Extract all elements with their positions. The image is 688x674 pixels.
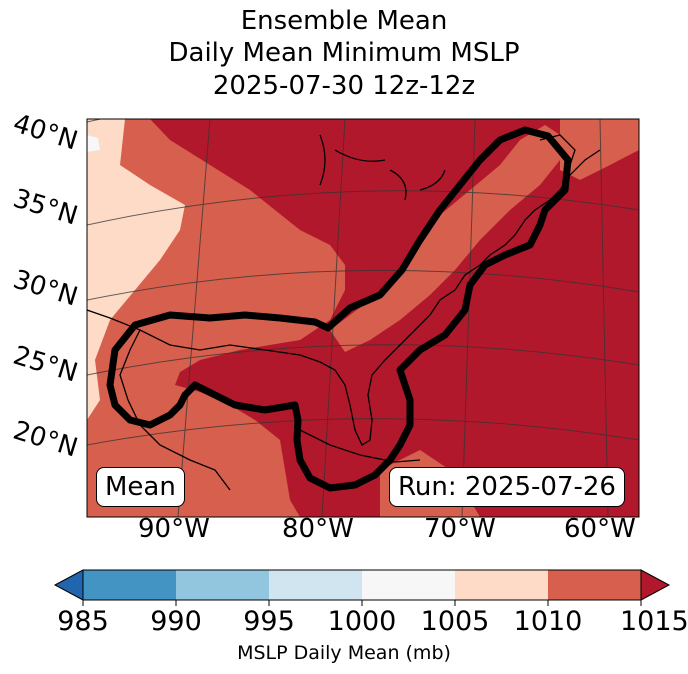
colorbar-seg-1010-1015	[548, 570, 641, 600]
cbar-tick-985: 985	[57, 606, 109, 637]
cbar-tick-1010: 1010	[513, 606, 583, 637]
title-line-3: 2025-07-30 12z-12z	[212, 71, 476, 101]
colorbar-seg-985-990	[83, 570, 176, 600]
cbar-tick-990: 990	[150, 606, 202, 637]
lon-label-90w: 90°W	[138, 514, 210, 544]
cbar-tick-1000: 1000	[327, 606, 397, 637]
title-line-1: Ensemble Mean	[240, 6, 448, 36]
map-area	[87, 119, 639, 517]
graticule	[87, 119, 639, 517]
lon-label-70w: 70°W	[424, 514, 496, 544]
colorbar-over-triangle	[640, 569, 671, 601]
colorbar-under-triangle	[53, 569, 84, 601]
map-frame	[86, 118, 640, 518]
colorbar-seg-990-995	[176, 570, 269, 600]
field-1005-1010	[87, 119, 185, 420]
run-date-label-box: Run: 2025-07-26	[389, 467, 625, 507]
colorbar-label: MSLP Daily Mean (mb)	[237, 642, 451, 664]
field-1010-1015-coast	[330, 125, 560, 352]
lon-label-60w: 60°W	[564, 514, 636, 544]
contour-outline	[106, 126, 572, 492]
colorbar-seg-1000-1005	[362, 570, 455, 600]
cbar-tick-995: 995	[243, 606, 295, 637]
field-lt1005	[87, 135, 100, 152]
colorbar-seg-995-1000	[269, 570, 362, 600]
mean-label-box: Mean	[96, 467, 185, 507]
colorbar	[53, 569, 671, 606]
colorbar-seg-1005-1010	[455, 570, 548, 600]
title-line-2: Daily Mean Minimum MSLP	[168, 38, 520, 68]
lon-label-80w: 80°W	[282, 514, 354, 544]
cbar-tick-1015: 1015	[620, 606, 688, 637]
cbar-tick-1005: 1005	[420, 606, 490, 637]
